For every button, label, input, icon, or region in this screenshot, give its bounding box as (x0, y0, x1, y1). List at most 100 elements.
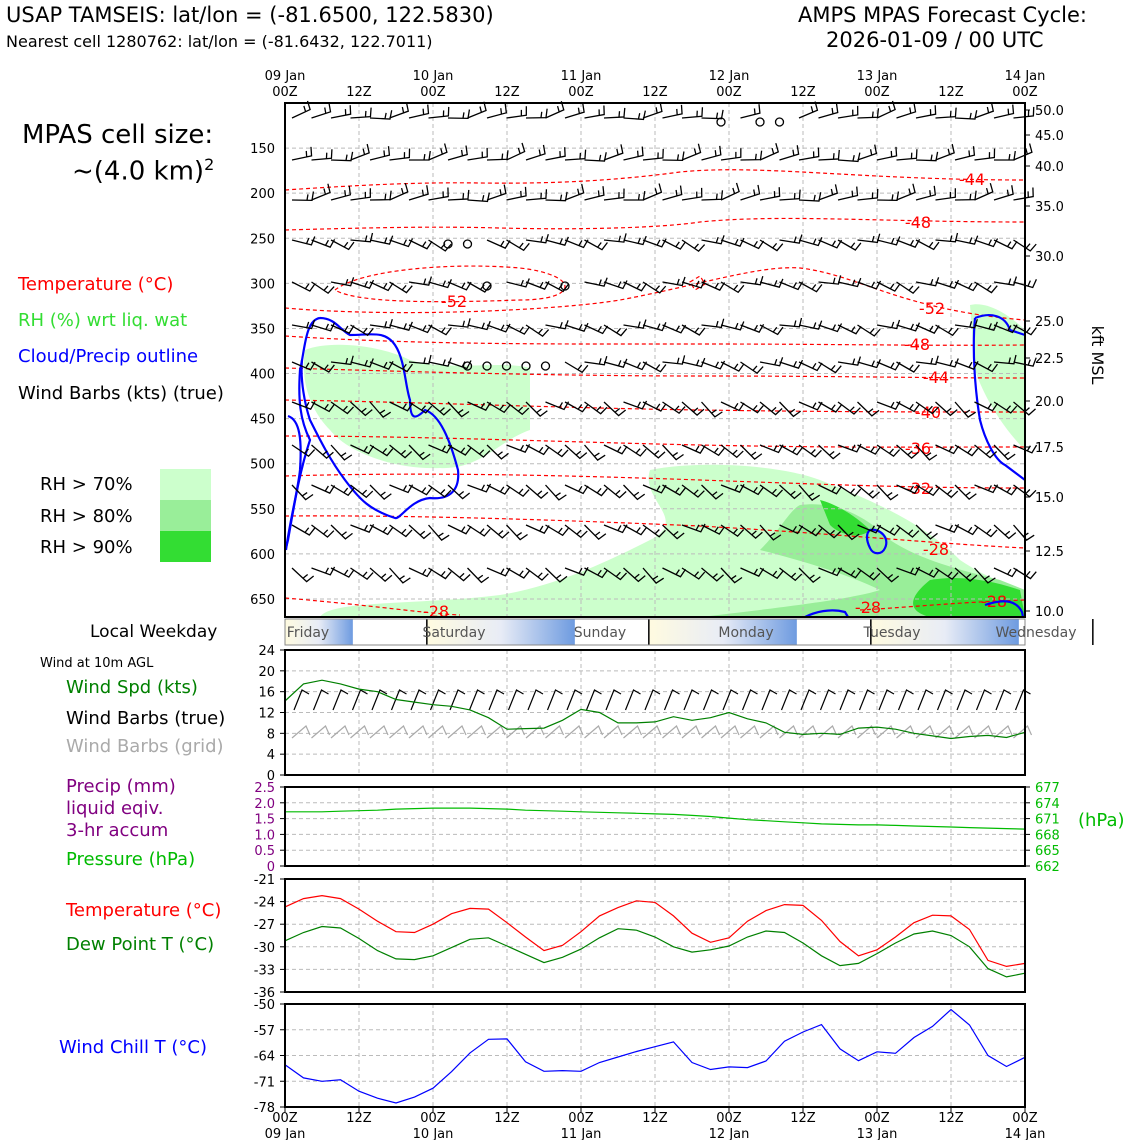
y-tick-label-right: 25.0 (1035, 315, 1064, 330)
dewpoint-label: Dew Point T (°C) (66, 934, 215, 955)
wind-barb (1013, 524, 1035, 541)
top-date-tick: 10 Jan (413, 69, 454, 84)
wind-barb (642, 102, 663, 119)
wind-barb (974, 148, 996, 161)
wind-barb (876, 146, 898, 161)
wind-barb (701, 401, 723, 418)
wind-barb (506, 239, 530, 252)
cell-size-value: ~(4.0 km)2 (72, 155, 215, 187)
wind-panel-frame (284, 649, 1026, 776)
wind-barb (818, 149, 840, 161)
wind-barb (740, 361, 764, 375)
wind-barb (759, 187, 781, 201)
wind-barb (818, 323, 843, 333)
bottom-hour-tick: 00Z (1012, 1111, 1038, 1126)
pressure-tick-label: 674 (1035, 797, 1060, 812)
wind-barb (311, 102, 332, 119)
wind-barb (993, 239, 1018, 250)
wind-barb (1013, 357, 1037, 367)
wind-barb (915, 524, 938, 540)
wind-barb-grid (564, 725, 584, 739)
top-date-tick: 12 Jan (709, 69, 750, 84)
wind-barb (447, 318, 471, 328)
wind-barb (935, 567, 959, 581)
y-tick-label-right: 20.0 (1035, 395, 1064, 410)
wind-barb-grid (408, 725, 428, 739)
wind-barb (857, 359, 882, 369)
wind-barb (369, 146, 391, 161)
wind-barb (935, 279, 960, 289)
cloud-outline (984, 600, 1025, 618)
temperature-contour (284, 335, 1026, 346)
wind-barb (837, 567, 862, 579)
y-tick-label-left: 350 (250, 322, 275, 337)
precip-panel-tick-label: 2.5 (254, 781, 275, 796)
wind-barb (720, 483, 745, 493)
wind-barb (291, 484, 314, 501)
wind-barb-grid (545, 725, 565, 739)
wind-barb (389, 281, 413, 294)
wind-barb (291, 281, 316, 292)
wind-barb (740, 150, 763, 161)
wind-barb (779, 359, 804, 369)
wind-barb (603, 524, 628, 534)
wind-barb (330, 105, 352, 119)
temperature-contour (284, 515, 1026, 549)
wind-barb (954, 235, 979, 245)
wind-barb (584, 401, 608, 415)
wind-barb (584, 567, 608, 579)
wind-barb (818, 444, 841, 460)
rh-region-5 (970, 304, 1025, 450)
cloud-outline (804, 609, 849, 618)
wind-barb (896, 322, 921, 332)
wind-barb (701, 235, 725, 245)
wind-barb (779, 234, 803, 244)
top-hour-tick: 00Z (568, 85, 594, 100)
temperature-contour-label: -28 (923, 540, 949, 559)
wind-barb-true (897, 689, 914, 711)
rh-90-label: RH > 90% (40, 537, 133, 558)
wind-barb (681, 357, 706, 368)
weekday-band (870, 619, 1019, 645)
wind-barb (584, 355, 608, 366)
wind-barb (954, 360, 979, 370)
wind-barb (311, 444, 334, 459)
wind-barb-calm-marker (482, 281, 492, 291)
temperature-contour (284, 169, 1026, 191)
wind-barb (857, 567, 881, 581)
wind-barb (525, 233, 549, 244)
temperature-line (284, 894, 1026, 968)
wind-barb (291, 524, 316, 536)
wind-barb (876, 400, 901, 410)
wind-barb (506, 401, 530, 416)
wind-barb (603, 484, 627, 499)
wind-barb (603, 280, 628, 290)
wind-barb-true (605, 689, 622, 711)
wind-barb (545, 101, 565, 119)
wind-barb (993, 484, 1018, 496)
wind-barb (291, 236, 316, 246)
bottom-hour-tick: 12Z (494, 1111, 520, 1126)
wind-barb (389, 444, 413, 459)
wind-barb-grid (662, 725, 682, 739)
wind-barb (720, 237, 745, 247)
wind-barb (779, 484, 802, 500)
wind-barb (564, 103, 585, 119)
wind-barb-true (429, 689, 446, 711)
wind-barb (954, 444, 979, 457)
weekday-band (648, 619, 797, 645)
wind-barb (818, 401, 842, 413)
wind-barb (779, 401, 802, 418)
wind-barb (408, 444, 431, 461)
wind-panel-tick-label: 8 (267, 727, 275, 742)
temperature-contour-label: -52 (441, 292, 467, 311)
temp-panel-tick-label: -30 (254, 941, 275, 956)
wind-barb-grid (584, 725, 604, 739)
wind-barb-grid (681, 725, 701, 739)
wind-barb (779, 524, 804, 535)
wind-barb (603, 233, 627, 243)
wind-barb (369, 524, 394, 536)
wind-barb (486, 484, 511, 495)
wind-barb-true (917, 689, 934, 711)
wind-barb (389, 401, 414, 412)
